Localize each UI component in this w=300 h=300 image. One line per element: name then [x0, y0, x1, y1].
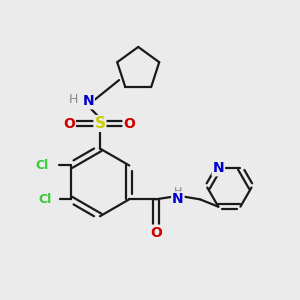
Text: N: N	[172, 192, 184, 206]
Text: N: N	[82, 94, 94, 108]
Text: S: S	[94, 116, 105, 131]
Text: O: O	[124, 116, 135, 130]
Text: Cl: Cl	[38, 193, 52, 206]
Text: H: H	[69, 93, 78, 106]
Text: N: N	[212, 161, 224, 176]
Text: H: H	[174, 187, 182, 197]
Text: Cl: Cl	[35, 159, 49, 172]
Text: O: O	[63, 116, 75, 130]
Text: O: O	[150, 226, 162, 240]
